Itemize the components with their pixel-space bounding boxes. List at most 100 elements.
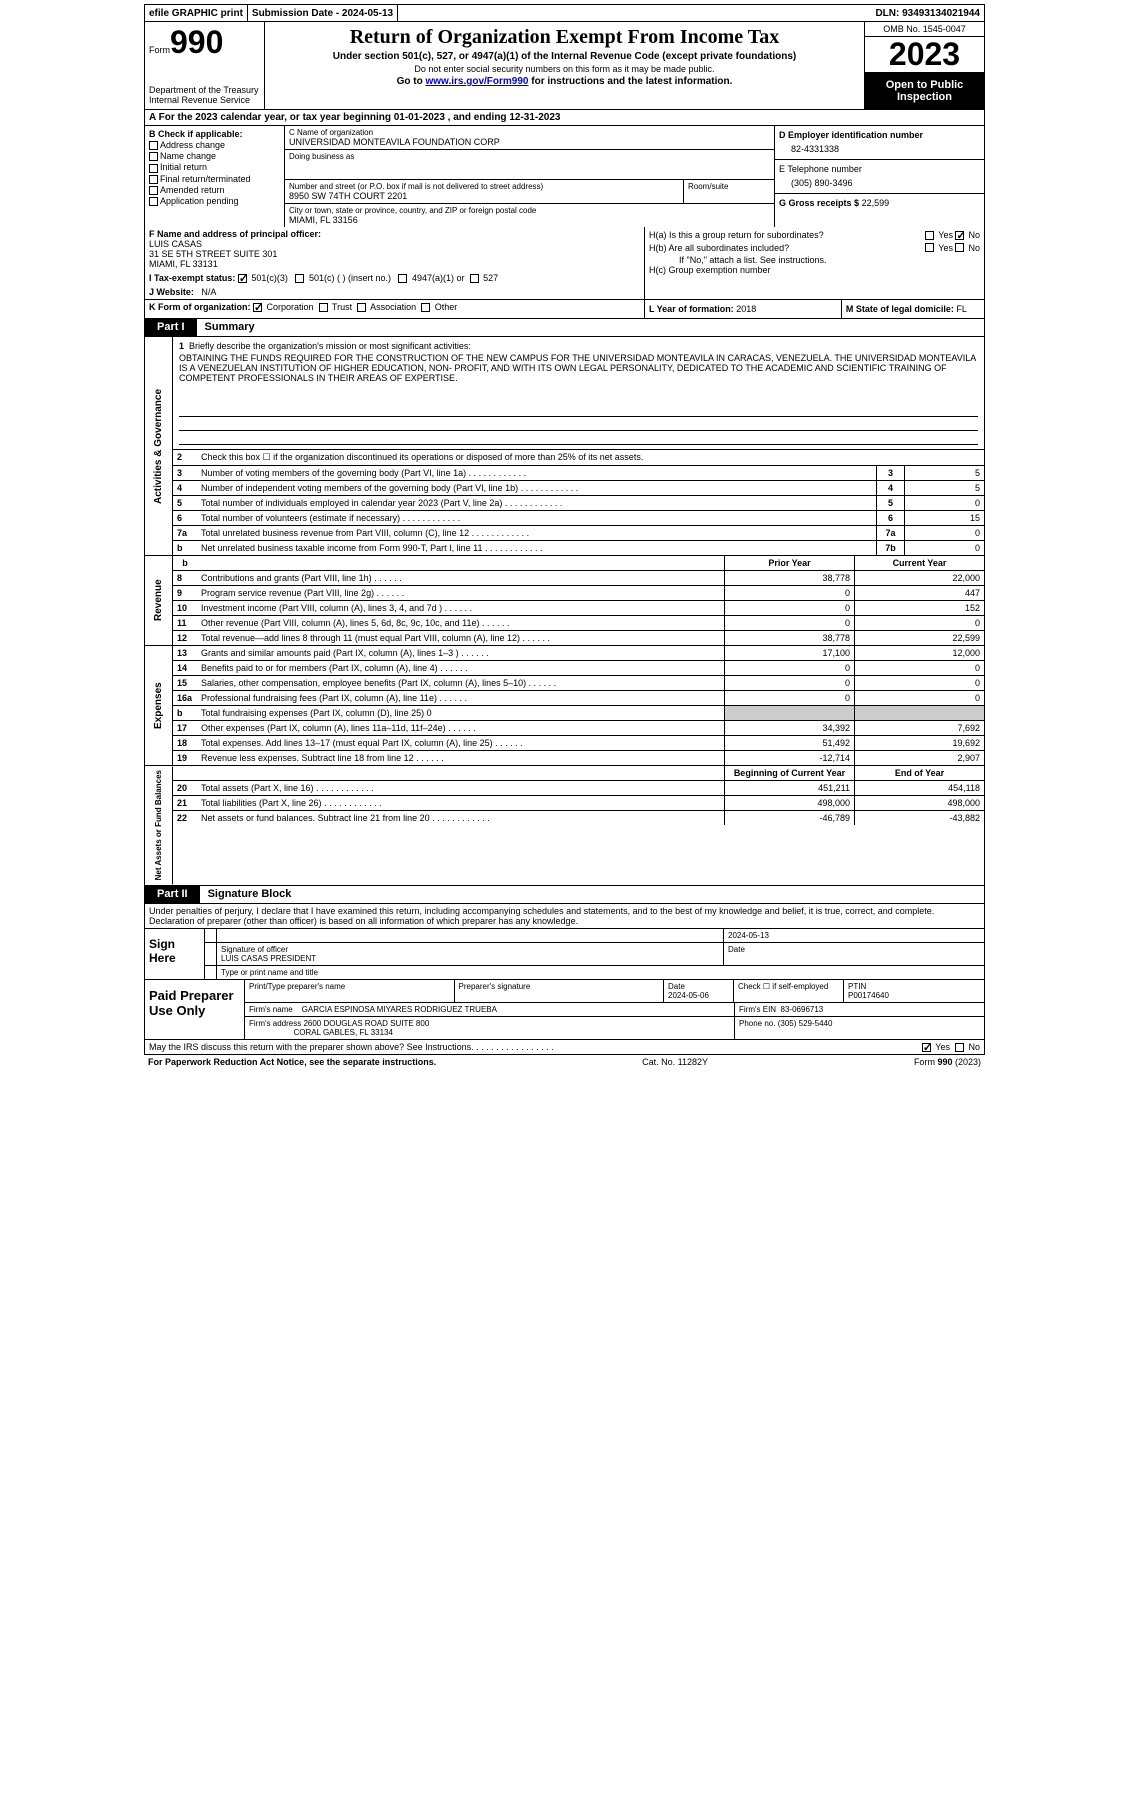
vbar-expenses: Expenses (145, 646, 173, 765)
section-h: H(a) Is this a group return for subordin… (644, 227, 984, 299)
part2-header: Part II Signature Block (144, 886, 985, 904)
discuss-row: May the IRS discuss this return with the… (144, 1040, 985, 1055)
expense-line-13: 13Grants and similar amounts paid (Part … (173, 646, 984, 661)
checkbox-discuss-yes[interactable] (922, 1043, 931, 1052)
part2-title: Signature Block (200, 886, 300, 903)
checkbox-discuss-no[interactable] (955, 1043, 964, 1052)
revenue-line-12: 12Total revenue—add lines 8 through 11 (… (173, 631, 984, 645)
checkbox-address-change[interactable] (149, 141, 158, 150)
org-name-label: C Name of organization (289, 128, 770, 137)
firm-addr2: CORAL GABLES, FL 33134 (293, 1028, 392, 1037)
cat-no: Cat. No. 11282Y (642, 1057, 708, 1067)
preparer-date: 2024-05-06 (668, 991, 709, 1000)
revenue-header: b Prior Year Current Year (173, 556, 984, 571)
checkbox-hb-no[interactable] (955, 243, 964, 252)
instructions-link: Go to www.irs.gov/Form990 for instructio… (269, 76, 860, 87)
room-label: Room/suite (688, 182, 770, 191)
dept-label: Department of the Treasury Internal Reve… (149, 85, 260, 105)
netassets-section: Net Assets or Fund Balances Beginning of… (144, 766, 985, 885)
type-name-label: Type or print name and title (217, 966, 984, 979)
sign-date: 2024-05-13 (724, 929, 984, 942)
tax-year: 2023 (865, 37, 984, 73)
checkbox-corp[interactable] (253, 303, 262, 312)
firm-name: GARCIA ESPINOSA MIYARES RODRIGUEZ TRUEBA (302, 1005, 497, 1014)
part1-tab: Part I (145, 319, 197, 336)
form-header: Form990 Department of the Treasury Inter… (144, 22, 985, 110)
phone-value: (305) 890-3496 (791, 178, 980, 188)
paid-preparer-label: Paid Preparer Use Only (145, 980, 245, 1039)
header-center: Return of Organization Exempt From Incom… (265, 22, 864, 109)
section-klm: K Form of organization: Corporation Trus… (144, 300, 985, 319)
checkbox-pending[interactable] (149, 197, 158, 206)
self-employed-check: Check ☐ if self-employed (734, 980, 844, 1002)
street-label: Number and street (or P.O. box if mail i… (289, 182, 679, 191)
gov-line-3: 3Number of voting members of the governi… (173, 466, 984, 481)
submission-date: Submission Date - 2024-05-13 (248, 5, 398, 21)
gov-line-7a: 7aTotal unrelated business revenue from … (173, 526, 984, 541)
revenue-section: Revenue b Prior Year Current Year 8Contr… (144, 556, 985, 646)
officer-addr2: MIAMI, FL 33131 (149, 259, 218, 269)
open-inspection: Open to PublicInspection (865, 73, 984, 109)
netasset-line-20: 20Total assets (Part X, line 16)451,2114… (173, 781, 984, 796)
expense-line-b: bTotal fundraising expenses (Part IX, co… (173, 706, 984, 721)
expense-line-17: 17Other expenses (Part IX, column (A), l… (173, 721, 984, 736)
street-value: 8950 SW 74TH COURT 2201 (289, 191, 679, 201)
checkbox-trust[interactable] (319, 303, 328, 312)
irs-link[interactable]: www.irs.gov/Form990 (425, 76, 528, 87)
firm-addr1: 2600 DOUGLAS ROAD SUITE 800 (303, 1019, 429, 1028)
state-domicile: FL (956, 304, 967, 314)
paid-preparer-block: Paid Preparer Use Only Print/Type prepar… (144, 980, 985, 1040)
checkbox-other[interactable] (421, 303, 430, 312)
expense-line-18: 18Total expenses. Add lines 13–17 (must … (173, 736, 984, 751)
dln: DLN: 93493134021944 (871, 5, 984, 21)
checkbox-initial-return[interactable] (149, 164, 158, 173)
checkbox-4947[interactable] (398, 274, 407, 283)
page-footer: For Paperwork Reduction Act Notice, see … (144, 1055, 985, 1069)
part2-tab: Part II (145, 886, 200, 903)
revenue-line-9: 9Program service revenue (Part VIII, lin… (173, 586, 984, 601)
section-fh: F Name and address of principal officer:… (144, 227, 985, 300)
top-bar: efile GRAPHIC print Submission Date - 20… (144, 4, 985, 22)
mission-block: 1 Briefly describe the organization's mi… (173, 337, 984, 450)
form-subtitle: Under section 501(c), 527, or 4947(a)(1)… (269, 51, 860, 62)
checkbox-ha-no[interactable] (955, 231, 964, 240)
checkbox-hb-yes[interactable] (925, 243, 934, 252)
checkbox-501c3[interactable] (238, 274, 247, 283)
checkbox-amended[interactable] (149, 186, 158, 195)
expense-line-19: 19Revenue less expenses. Subtract line 1… (173, 751, 984, 765)
mission-text: OBTAINING THE FUNDS REQUIRED FOR THE CON… (179, 353, 978, 383)
gov-line-b: bNet unrelated business taxable income f… (173, 541, 984, 555)
checkbox-501c[interactable] (295, 274, 304, 283)
form-title: Return of Organization Exempt From Incom… (269, 26, 860, 49)
ein-value: 82-4331338 (791, 144, 980, 154)
expense-line-16a: 16aProfessional fundraising fees (Part I… (173, 691, 984, 706)
revenue-line-10: 10Investment income (Part VIII, column (… (173, 601, 984, 616)
checkbox-assoc[interactable] (357, 303, 366, 312)
header-right: OMB No. 1545-0047 2023 Open to PublicIns… (864, 22, 984, 109)
gov-line-5: 5Total number of individuals employed in… (173, 496, 984, 511)
gov-line-2: 2Check this box ☐ if the organization di… (173, 450, 984, 466)
checkbox-ha-yes[interactable] (925, 231, 934, 240)
section-c: C Name of organization UNIVERSIDAD MONTE… (285, 126, 774, 227)
revenue-line-8: 8Contributions and grants (Part VIII, li… (173, 571, 984, 586)
checkbox-name-change[interactable] (149, 152, 158, 161)
expense-line-14: 14Benefits paid to or for members (Part … (173, 661, 984, 676)
gov-line-4: 4Number of independent voting members of… (173, 481, 984, 496)
part1-header: Part I Summary (144, 319, 985, 337)
section-a: A For the 2023 calendar year, or tax yea… (144, 110, 985, 126)
expense-line-15: 15Salaries, other compensation, employee… (173, 676, 984, 691)
efile-label: efile GRAPHIC print (145, 5, 248, 21)
checkbox-final-return[interactable] (149, 175, 158, 184)
preparer-name-label: Print/Type preparer's name (245, 980, 455, 1002)
checkbox-527[interactable] (470, 274, 479, 283)
vbar-governance: Activities & Governance (145, 337, 173, 555)
city-label: City or town, state or province, country… (289, 206, 770, 215)
vbar-revenue: Revenue (145, 556, 173, 645)
section-b: B Check if applicable: Address change Na… (145, 126, 285, 227)
section-deg: D Employer identification number 82-4331… (774, 126, 984, 227)
netasset-line-22: 22Net assets or fund balances. Subtract … (173, 811, 984, 825)
revenue-line-11: 11Other revenue (Part VIII, column (A), … (173, 616, 984, 631)
signature-preamble: Under penalties of perjury, I declare th… (144, 904, 985, 929)
sign-here-label: Sign Here (145, 929, 205, 979)
preparer-sig-label: Preparer's signature (455, 980, 665, 1002)
